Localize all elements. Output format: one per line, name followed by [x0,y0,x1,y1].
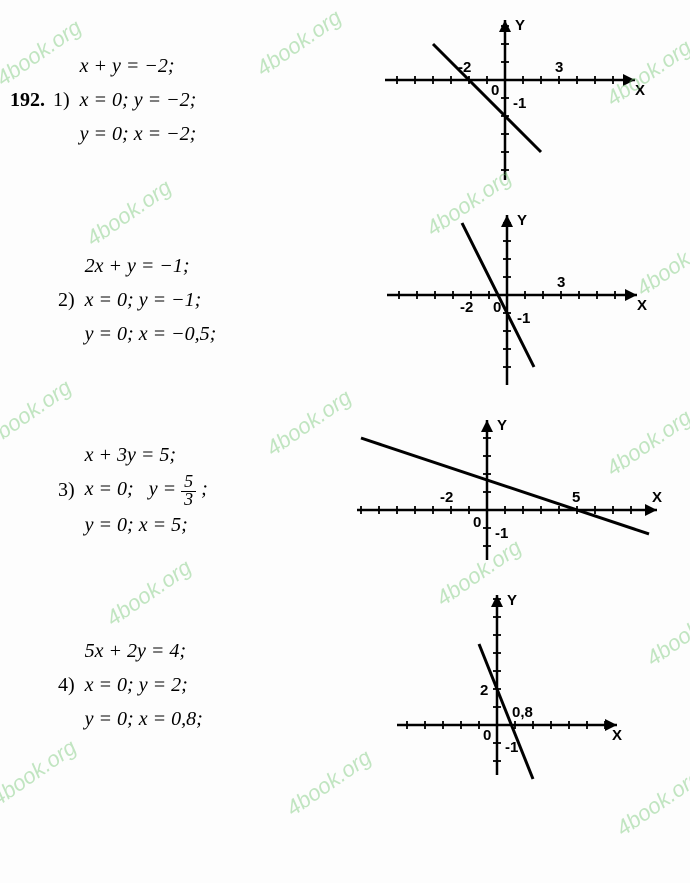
equation-main: x + y = −2; [80,49,330,83]
equation-y0: y = 0; x = −2; [80,117,330,151]
sub-number: 1) [53,89,70,112]
svg-text:X: X [635,82,645,99]
exercise-row: 3) x + 3y = 5;x = 0; y = 53 ;y = 0; x = 5… [10,410,680,570]
graph-container: Y X 2 0,8 -1 0 [335,585,680,785]
equation-main: x + 3y = 5; [85,438,335,472]
chart: Y X -2 5 -1 0 [347,410,667,570]
chart: Y X 2 0,8 -1 0 [377,585,637,785]
svg-text:0: 0 [473,514,481,531]
graph-container: Y X -2 5 -1 0 [335,410,680,570]
svg-text:-2: -2 [440,489,453,506]
equations: 5x + 2y = 4;x = 0; y = 2;y = 0; x = 0,8; [85,634,335,736]
svg-text:3: 3 [557,274,565,291]
equations: x + y = −2;x = 0; y = −2;y = 0; x = −2; [80,49,330,151]
svg-text:Y: Y [515,17,525,34]
svg-text:X: X [637,297,647,314]
sub-number: 2) [58,289,75,312]
equations: x + 3y = 5;x = 0; y = 53 ;y = 0; x = 5; [85,438,335,542]
sub-number: 3) [58,479,75,502]
sub-number: 4) [58,674,75,697]
equation-x0: x = 0; y = −2; [80,83,330,117]
equation-x0: x = 0; y = 53 ; [85,472,335,508]
svg-text:2: 2 [480,682,488,699]
svg-text:0: 0 [493,299,501,316]
equations: 2x + y = −1;x = 0; y = −1;y = 0; x = −0,… [85,249,335,351]
equation-y0: y = 0; x = 0,8; [85,702,335,736]
equation-main: 2x + y = −1; [85,249,335,283]
svg-text:0: 0 [491,82,499,99]
exercise-row: 2) 2x + y = −1;x = 0; y = −1;y = 0; x = −… [10,205,680,395]
svg-text:-1: -1 [505,739,518,756]
equation-y0: y = 0; x = −0,5; [85,317,335,351]
svg-text:0,8: 0,8 [512,704,533,721]
svg-text:Y: Y [517,212,527,229]
svg-text:0: 0 [483,727,491,744]
chart: Y X -2 3 -1 0 [357,205,657,395]
svg-text:Y: Y [507,592,517,609]
chart: Y X -2 3 -1 0 [355,10,655,190]
graph-container: Y X -2 3 -1 0 [330,10,680,190]
equation-x0: x = 0; y = 2; [85,668,335,702]
problem-number: 192. [10,89,45,112]
svg-text:-2: -2 [458,59,471,76]
svg-text:-1: -1 [513,95,526,112]
svg-text:-1: -1 [495,525,508,542]
svg-text:X: X [652,489,662,506]
equation-main: 5x + 2y = 4; [85,634,335,668]
equation-x0: x = 0; y = −1; [85,283,335,317]
exercise-row: 4) 5x + 2y = 4;x = 0; y = 2;y = 0; x = 0,… [10,585,680,785]
exercise-row: 192. 1) x + y = −2;x = 0; y = −2;y = 0; x … [10,10,680,190]
equation-y0: y = 0; x = 5; [85,508,335,542]
graph-container: Y X -2 3 -1 0 [335,205,680,395]
svg-text:Y: Y [497,417,507,434]
svg-text:-2: -2 [460,299,473,316]
svg-text:5: 5 [572,489,580,506]
svg-text:X: X [612,727,622,744]
svg-text:-1: -1 [517,310,530,327]
svg-text:3: 3 [555,59,563,76]
